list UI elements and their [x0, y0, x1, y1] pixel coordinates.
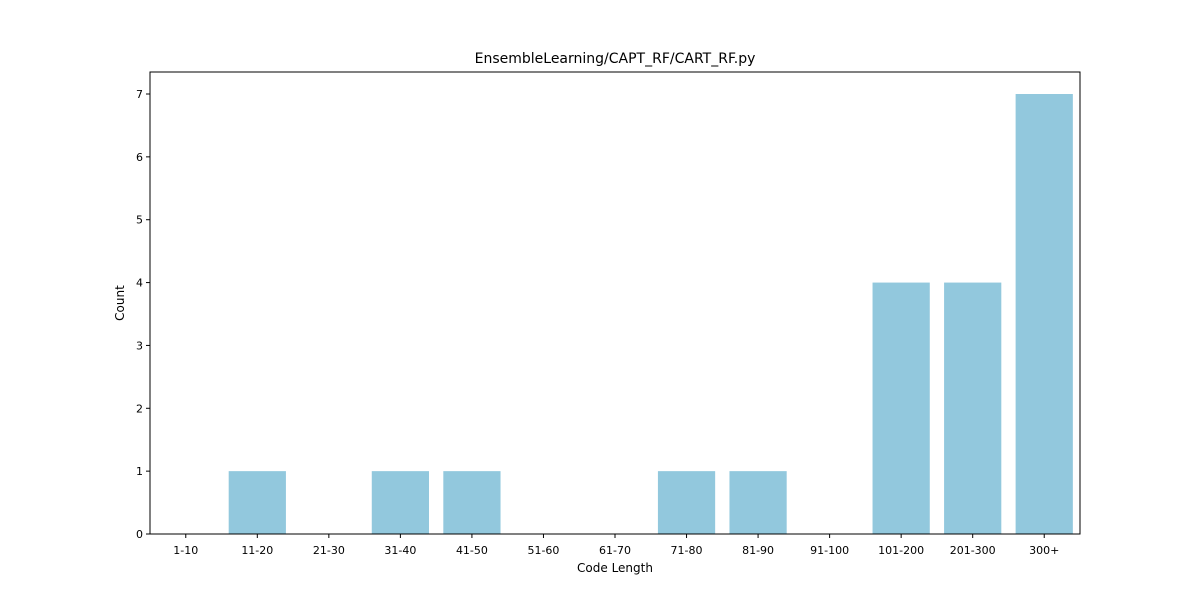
x-tick-label: 71-80 — [671, 544, 703, 557]
bar-31-40 — [371, 471, 429, 534]
x-tick-label: 41-50 — [456, 544, 488, 557]
x-tick-label: 201-300 — [950, 544, 996, 557]
bar-300+ — [1015, 94, 1073, 534]
bar-101-200 — [872, 282, 930, 534]
y-tick-label: 1 — [136, 465, 143, 478]
y-tick-label: 0 — [136, 528, 143, 541]
x-tick-label: 81-90 — [742, 544, 774, 557]
y-tick-label: 7 — [136, 88, 143, 101]
bar-81-90 — [729, 471, 787, 534]
x-axis-ticks: 1-10 11-20 21-30 31-40 41-50 51-60 61-70 71-80 8… — [173, 534, 1059, 557]
bar-71-80 — [657, 471, 716, 534]
x-tick-label: 300+ — [1029, 544, 1059, 557]
y-tick-label: 4 — [136, 277, 143, 290]
bar-11-20 — [228, 471, 286, 534]
bar-201-300 — [944, 282, 1002, 534]
x-tick-label: 11-20 — [241, 544, 273, 557]
y-tick-label: 5 — [136, 214, 143, 227]
y-tick-label: 2 — [136, 402, 143, 415]
y-axis-ticks: 0 1 2 3 4 5 6 7 — [136, 88, 150, 541]
x-tick-label: 21-30 — [313, 544, 345, 557]
chart-title: EnsembleLearning/CAPT_RF/CART_RF.py — [475, 51, 756, 67]
bar-41-50 — [443, 471, 501, 534]
y-tick-label: 6 — [136, 151, 143, 164]
bars-group — [228, 94, 1073, 534]
x-axis-label: Code Length — [577, 561, 653, 575]
x-tick-label: 101-200 — [878, 544, 924, 557]
x-tick-label: 61-70 — [599, 544, 631, 557]
x-tick-label: 1-10 — [173, 544, 198, 557]
x-tick-label: 51-60 — [527, 544, 559, 557]
y-axis-label: Count — [113, 285, 127, 321]
x-tick-label: 91-100 — [810, 544, 849, 557]
x-tick-label: 31-40 — [384, 544, 416, 557]
plot-area-frame — [149, 71, 1081, 535]
y-tick-label: 3 — [136, 339, 143, 352]
